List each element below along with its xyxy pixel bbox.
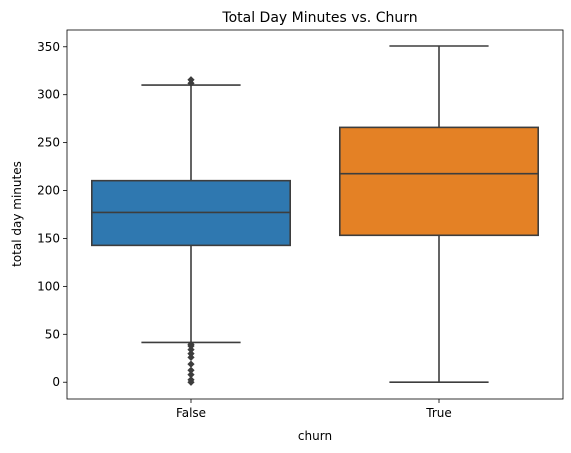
chart-title: Total Day Minutes vs. Churn xyxy=(221,10,417,26)
y-tick-label: 250 xyxy=(37,136,60,150)
box-true xyxy=(338,126,539,237)
outlier-point xyxy=(187,353,195,362)
plot-area: 0 50 100 150 200 250 300 350 False True xyxy=(37,40,539,420)
outlier-point xyxy=(187,360,195,368)
y-tick-label: 150 xyxy=(37,231,60,245)
outlier-point xyxy=(187,376,195,384)
y-tick-label: 0 xyxy=(52,375,60,389)
outlier-point xyxy=(187,349,195,358)
y-axis-title: total day minutes xyxy=(10,161,24,267)
y-tick-label: 350 xyxy=(37,40,60,54)
plot-frame xyxy=(66,29,564,400)
y-tick-label: 200 xyxy=(37,184,60,198)
y-tick-label: 300 xyxy=(37,88,60,102)
outlier-point xyxy=(187,76,195,84)
outlier-point xyxy=(187,366,195,374)
outlier-point xyxy=(187,346,195,354)
x-tick-label: True xyxy=(425,406,452,420)
x-tick-label: False xyxy=(176,406,206,420)
y-tick-label: 50 xyxy=(45,327,60,341)
x-axis-title: churn xyxy=(298,429,332,443)
y-tick-label: 100 xyxy=(37,279,60,293)
outlier-point xyxy=(187,340,195,348)
outlier-point xyxy=(187,371,195,379)
